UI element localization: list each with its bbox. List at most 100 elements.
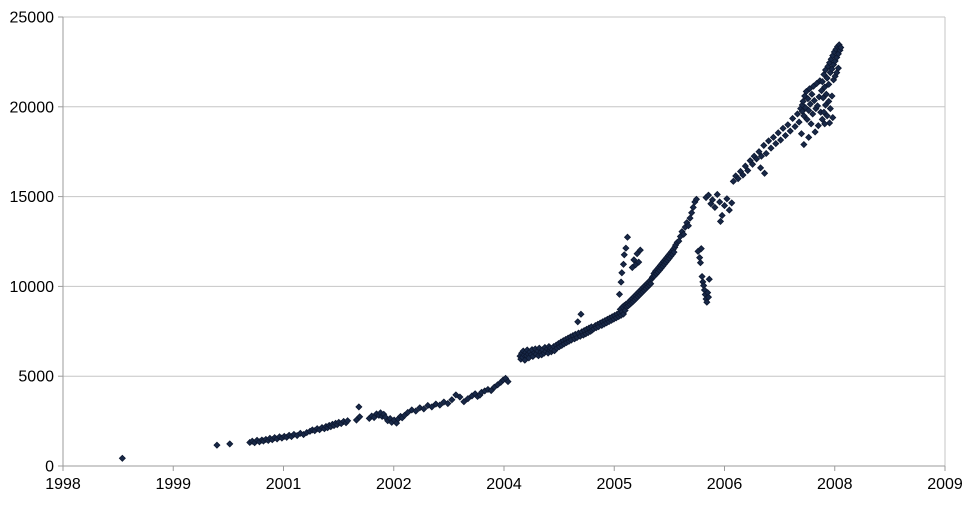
x-tick-label: 2005 bbox=[596, 476, 632, 493]
data-point-diamond bbox=[734, 175, 742, 183]
data-point-diamond bbox=[761, 169, 769, 177]
data-point-diamond bbox=[800, 112, 808, 120]
y-tick-label: 10000 bbox=[10, 279, 55, 296]
data-point-diamond bbox=[408, 406, 416, 414]
data-point-diamond bbox=[689, 203, 697, 211]
data-point-diamond bbox=[716, 217, 725, 225]
data-point-diamond bbox=[791, 122, 799, 131]
data-point-diamond bbox=[618, 269, 626, 277]
data-point-diamond bbox=[748, 160, 757, 168]
data-point-diamond bbox=[688, 209, 696, 217]
data-point-diamond bbox=[670, 248, 678, 256]
data-point-diamond bbox=[704, 191, 713, 199]
x-axis-labels: 1998 1999 2001 2002 2004 2005 2006 2008 2009 bbox=[45, 476, 963, 493]
axes bbox=[58, 17, 945, 471]
data-point-diamond bbox=[692, 195, 701, 203]
data-point-diamond bbox=[769, 133, 777, 141]
data-point-diamond bbox=[825, 80, 833, 88]
y-tick-label: 25000 bbox=[10, 10, 55, 27]
data-point-diamond bbox=[772, 140, 780, 148]
data-point-diamond bbox=[807, 120, 815, 128]
data-point-diamond bbox=[819, 94, 827, 102]
data-point-diamond bbox=[805, 85, 814, 93]
data-point-diamond bbox=[815, 93, 823, 101]
data-point-diamond bbox=[718, 211, 726, 220]
y-tick-label: 15000 bbox=[10, 189, 55, 206]
data-point-diamond bbox=[818, 115, 826, 123]
data-point-diamond bbox=[828, 92, 836, 100]
data-point-diamond bbox=[829, 114, 837, 122]
data-point-diamond bbox=[797, 130, 806, 138]
data-point-diamond bbox=[825, 97, 833, 105]
data-point-diamond bbox=[762, 149, 770, 158]
data-point-diamond bbox=[697, 245, 705, 253]
data-point-diamond bbox=[412, 407, 420, 415]
data-point-diamond bbox=[757, 152, 765, 160]
data-point-diamond bbox=[820, 108, 828, 116]
data-point-diamond bbox=[728, 199, 736, 207]
data-point-diamond bbox=[833, 69, 841, 77]
data-point-diamond bbox=[684, 222, 692, 230]
data-point-diamond bbox=[818, 78, 826, 86]
data-point-diamond bbox=[456, 393, 464, 401]
y-tick-label: 20000 bbox=[10, 99, 55, 116]
data-point-diamond bbox=[806, 100, 814, 108]
data-point-diamond bbox=[774, 129, 782, 137]
data-point-diamond bbox=[800, 140, 808, 149]
data-point-diamond bbox=[821, 101, 830, 109]
data-point-diamond bbox=[822, 90, 830, 98]
data-point-diamond bbox=[704, 293, 713, 301]
data-point-diamond bbox=[795, 118, 803, 126]
data-point-diamond bbox=[705, 275, 713, 283]
data-point-diamond bbox=[767, 144, 775, 152]
data-point-diamond bbox=[487, 387, 495, 395]
data-point-diamond bbox=[118, 454, 126, 462]
data-point-diamond bbox=[729, 177, 737, 185]
data-point-diamond bbox=[817, 87, 826, 95]
data-point-diamond bbox=[213, 441, 221, 449]
data-point-diamond bbox=[444, 399, 452, 408]
data-point-diamond bbox=[793, 110, 802, 118]
data-point-diamond bbox=[765, 137, 773, 145]
data-point-diamond bbox=[789, 114, 797, 123]
x-tick-label: 2001 bbox=[266, 476, 302, 493]
data-point-diamond bbox=[420, 405, 428, 413]
data-point-diamond bbox=[808, 90, 816, 98]
data-point-diamond bbox=[805, 133, 813, 141]
data-point-diamond bbox=[810, 96, 818, 105]
data-point-diamond bbox=[784, 121, 792, 129]
data-point-diamond bbox=[760, 141, 768, 149]
x-tick-label: 1999 bbox=[155, 476, 191, 493]
data-point-diamond bbox=[825, 119, 834, 127]
data-point-diamond bbox=[803, 115, 811, 123]
data-point-diamond bbox=[828, 65, 836, 73]
data-point-diamond bbox=[708, 196, 717, 204]
data-point-diamond bbox=[744, 166, 752, 175]
data-point-diamond bbox=[504, 378, 512, 386]
data-point-diamond bbox=[834, 64, 842, 72]
x-tick-label: 2006 bbox=[707, 476, 743, 493]
data-point-diamond bbox=[696, 259, 705, 267]
data-point-diamond bbox=[720, 202, 729, 210]
data-point-diamond bbox=[739, 171, 747, 179]
data-point-diamond bbox=[622, 244, 630, 252]
data-point-diamond bbox=[623, 233, 632, 241]
y-tick-label: 0 bbox=[45, 459, 54, 476]
data-point-diamond bbox=[813, 102, 822, 110]
data-point-diamond bbox=[619, 260, 628, 268]
data-point-diamond bbox=[636, 246, 644, 254]
data-point-diamond bbox=[633, 250, 641, 258]
data-point-diamond bbox=[620, 251, 628, 259]
data-point-diamond bbox=[723, 195, 731, 203]
data-point-diamond bbox=[823, 112, 831, 120]
data-point-diamond bbox=[574, 318, 582, 326]
data-point-diamond bbox=[428, 403, 436, 411]
data-point-diamond bbox=[647, 280, 655, 288]
x-tick-label: 2009 bbox=[927, 476, 963, 493]
data-point-diamond bbox=[416, 404, 424, 412]
data-point-diamond bbox=[826, 105, 834, 113]
data-point-diamond bbox=[805, 106, 813, 114]
data-point-diamond bbox=[799, 97, 807, 105]
